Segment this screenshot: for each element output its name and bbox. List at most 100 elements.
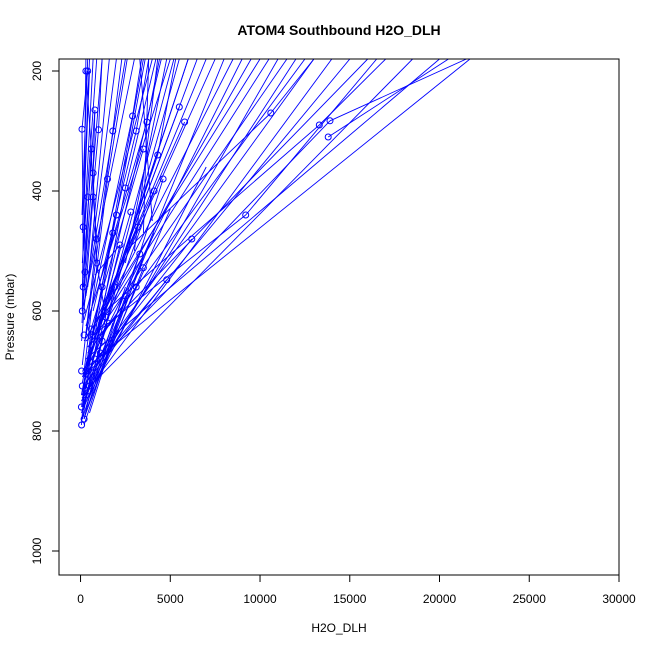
data-point: [82, 67, 90, 75]
series-line-segment: [81, 322, 114, 420]
chart-title: ATOM4 Southbound H2O_DLH: [237, 22, 440, 38]
series-line-segment: [139, 59, 153, 222]
data-point: [112, 211, 120, 219]
series-line-segment: [83, 70, 90, 204]
data-point: [89, 193, 97, 201]
data-point: [163, 276, 171, 284]
data-point: [82, 367, 90, 375]
series-line-segment: [85, 70, 92, 150]
series-line-segment: [81, 59, 333, 399]
data-point: [267, 109, 275, 117]
series-line-segment: [101, 286, 137, 336]
x-tick-label: 30000: [602, 592, 636, 606]
series-line-segment: [92, 109, 96, 174]
series-line-segment: [87, 208, 171, 402]
data-point: [98, 337, 106, 345]
data-point: [80, 331, 88, 339]
data-point: [134, 223, 142, 231]
y-axis: 200 400 600 800 1000: [30, 61, 60, 564]
series-group: [77, 59, 471, 429]
data-point: [150, 187, 158, 195]
data-point: [96, 349, 104, 357]
y-tick-label: 200: [30, 61, 44, 81]
data-point: [104, 175, 111, 183]
series-line-segment: [157, 59, 177, 156]
data-point: [139, 145, 147, 153]
x-tick-label: 20000: [423, 592, 457, 606]
data-point: [79, 223, 87, 231]
data-point: [78, 125, 86, 133]
y-tick-label: 600: [30, 301, 44, 321]
data-point: [78, 367, 86, 375]
data-point: [132, 283, 140, 291]
data-point: [93, 259, 101, 267]
data-point: [95, 126, 102, 134]
data-point: [87, 325, 95, 333]
series-line-segment: [92, 130, 137, 312]
data-point: [326, 117, 334, 125]
data-point: [175, 103, 183, 111]
series-line-segment: [90, 190, 155, 366]
series-line-segment: [124, 59, 157, 189]
data-point: [78, 307, 86, 315]
series-line-segment: [81, 196, 94, 342]
series-line-segment: [245, 59, 378, 216]
data-point: [188, 235, 196, 243]
data-point: [136, 250, 144, 258]
x-tick-label: 0: [77, 592, 84, 606]
series-line-segment: [87, 238, 193, 372]
series-line-segment: [112, 59, 123, 132]
data-point: [129, 112, 137, 120]
series-line-segment: [81, 59, 135, 312]
series-line-segment: [87, 59, 110, 288]
series-line-segment: [85, 130, 114, 336]
series-line-segment: [83, 59, 126, 306]
data-point: [109, 229, 117, 237]
data-point: [159, 175, 167, 183]
data-point: [143, 118, 151, 126]
data-point: [121, 184, 129, 192]
data-point: [139, 264, 147, 272]
series-line-segment: [98, 59, 103, 130]
series-line-segment: [81, 148, 92, 324]
data-point: [81, 268, 89, 276]
series-line-segment: [81, 59, 413, 396]
data-point: [93, 235, 101, 243]
series-line-segment: [89, 178, 164, 414]
x-tick-label: 25000: [513, 592, 547, 606]
data-point: [154, 151, 162, 159]
series-line-segment: [98, 124, 320, 318]
y-tick-label: 400: [30, 181, 44, 201]
series-line-segment: [81, 226, 84, 312]
data-point: [116, 241, 124, 249]
series-line-segment: [142, 59, 150, 234]
data-point: [181, 118, 189, 126]
series-line-segment: [83, 178, 108, 372]
series-line-segment: [92, 59, 270, 336]
series-line-segment: [115, 59, 146, 216]
data-point: [121, 292, 129, 300]
series-line-segment: [81, 129, 84, 228]
data-point: [98, 283, 106, 291]
data-point: [84, 193, 92, 201]
series-line-segment: [85, 115, 134, 336]
series-line-segment: [92, 172, 98, 264]
series-line-segment: [83, 59, 351, 381]
data-point: [102, 313, 110, 321]
series-line-segment: [135, 59, 150, 132]
series-line-segment: [89, 120, 331, 372]
series-line-segment: [85, 59, 315, 375]
data-point: [324, 133, 332, 141]
data-point: [132, 127, 140, 135]
series-line-segment: [327, 59, 449, 138]
series-line-segment: [146, 59, 160, 123]
data-point: [89, 169, 97, 177]
data-point: [91, 106, 99, 114]
data-point: [82, 391, 90, 399]
series-line-segment: [329, 59, 467, 122]
plot-data: [77, 59, 471, 429]
series-line-segment: [80, 286, 103, 396]
y-tick-label: 800: [30, 421, 44, 441]
data-point: [80, 415, 88, 423]
